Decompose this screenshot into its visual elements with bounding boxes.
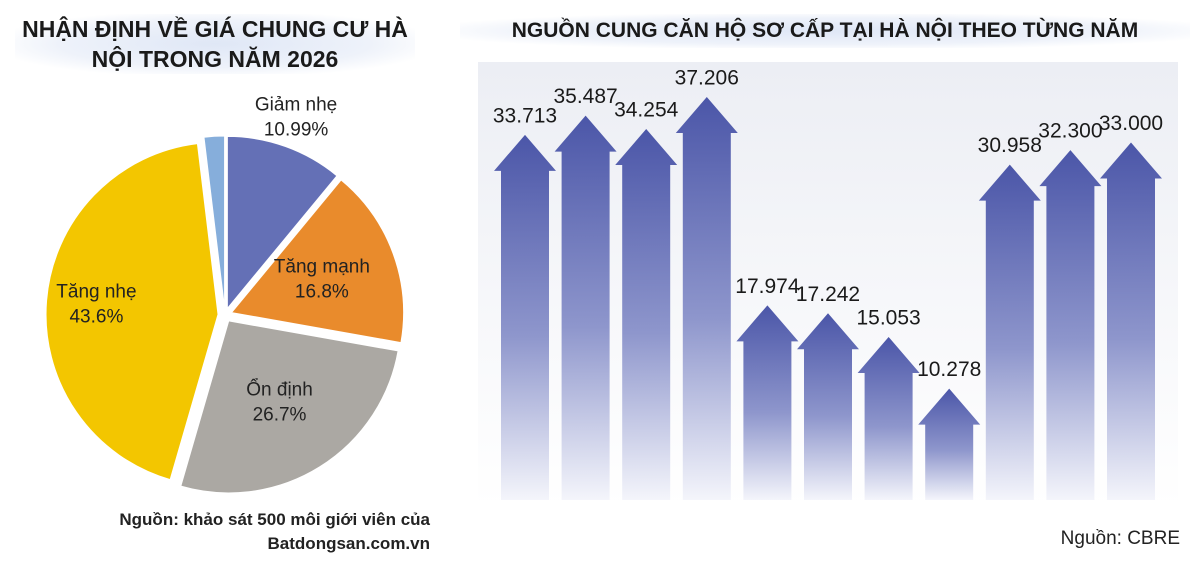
slice-value: 26.7% — [253, 405, 307, 426]
value-label: 34.254 — [614, 99, 679, 122]
arrow-bar — [978, 164, 1041, 500]
value-label: 15.053 — [856, 306, 920, 329]
arrow-bar — [857, 336, 920, 500]
arrow-bar — [554, 115, 617, 500]
pie-slice — [230, 179, 405, 344]
value-label: 32.300 — [1038, 120, 1102, 143]
slice-label: Tăng mạnh — [274, 256, 370, 277]
slice-value: 10.99% — [264, 119, 329, 140]
pie-title: NHẬN ĐỊNH VỀ GIÁ CHUNG CƯ HÀ NỘI TRONG N… — [15, 14, 415, 74]
slice-label: Ổn định — [246, 379, 313, 401]
value-label: 10.278 — [917, 358, 981, 381]
arrow-bar — [494, 134, 556, 501]
pie-source: Nguồn: khảo sát 500 môi giới viên của Ba… — [119, 510, 430, 553]
value-label: 33.000 — [1099, 112, 1163, 135]
arrow-bar — [1100, 142, 1162, 500]
value-label: 37.206 — [675, 67, 739, 90]
pie-slice — [45, 143, 219, 481]
arrow-bar — [675, 97, 738, 500]
value-label: 30.958 — [978, 134, 1042, 157]
pie-slice — [180, 320, 399, 494]
arrow-bar — [797, 313, 859, 500]
bar-title: NGUỒN CUNG CĂN HỘ SƠ CẤP TẠI HÀ NỘI THEO… — [460, 14, 1190, 48]
slice-value: 43.6% — [69, 307, 123, 328]
arrow-bar — [1039, 150, 1102, 500]
arrow-bar — [615, 128, 678, 500]
slice-label: Giảm nhẹ — [255, 94, 337, 115]
slice-value: 16.8% — [295, 281, 349, 302]
slice-label: Tăng nhẹ — [56, 282, 136, 303]
value-label: 35.487 — [553, 85, 617, 108]
value-label: 17.974 — [735, 275, 800, 298]
arrow-bar — [736, 305, 799, 500]
bar-source: Nguồn: CBRE — [1060, 528, 1180, 549]
pie-slice — [226, 135, 338, 310]
value-label: 17.242 — [796, 283, 860, 306]
value-label: 33.713 — [493, 104, 557, 127]
arrow-bar — [918, 388, 981, 500]
pie-slice — [203, 135, 226, 309]
